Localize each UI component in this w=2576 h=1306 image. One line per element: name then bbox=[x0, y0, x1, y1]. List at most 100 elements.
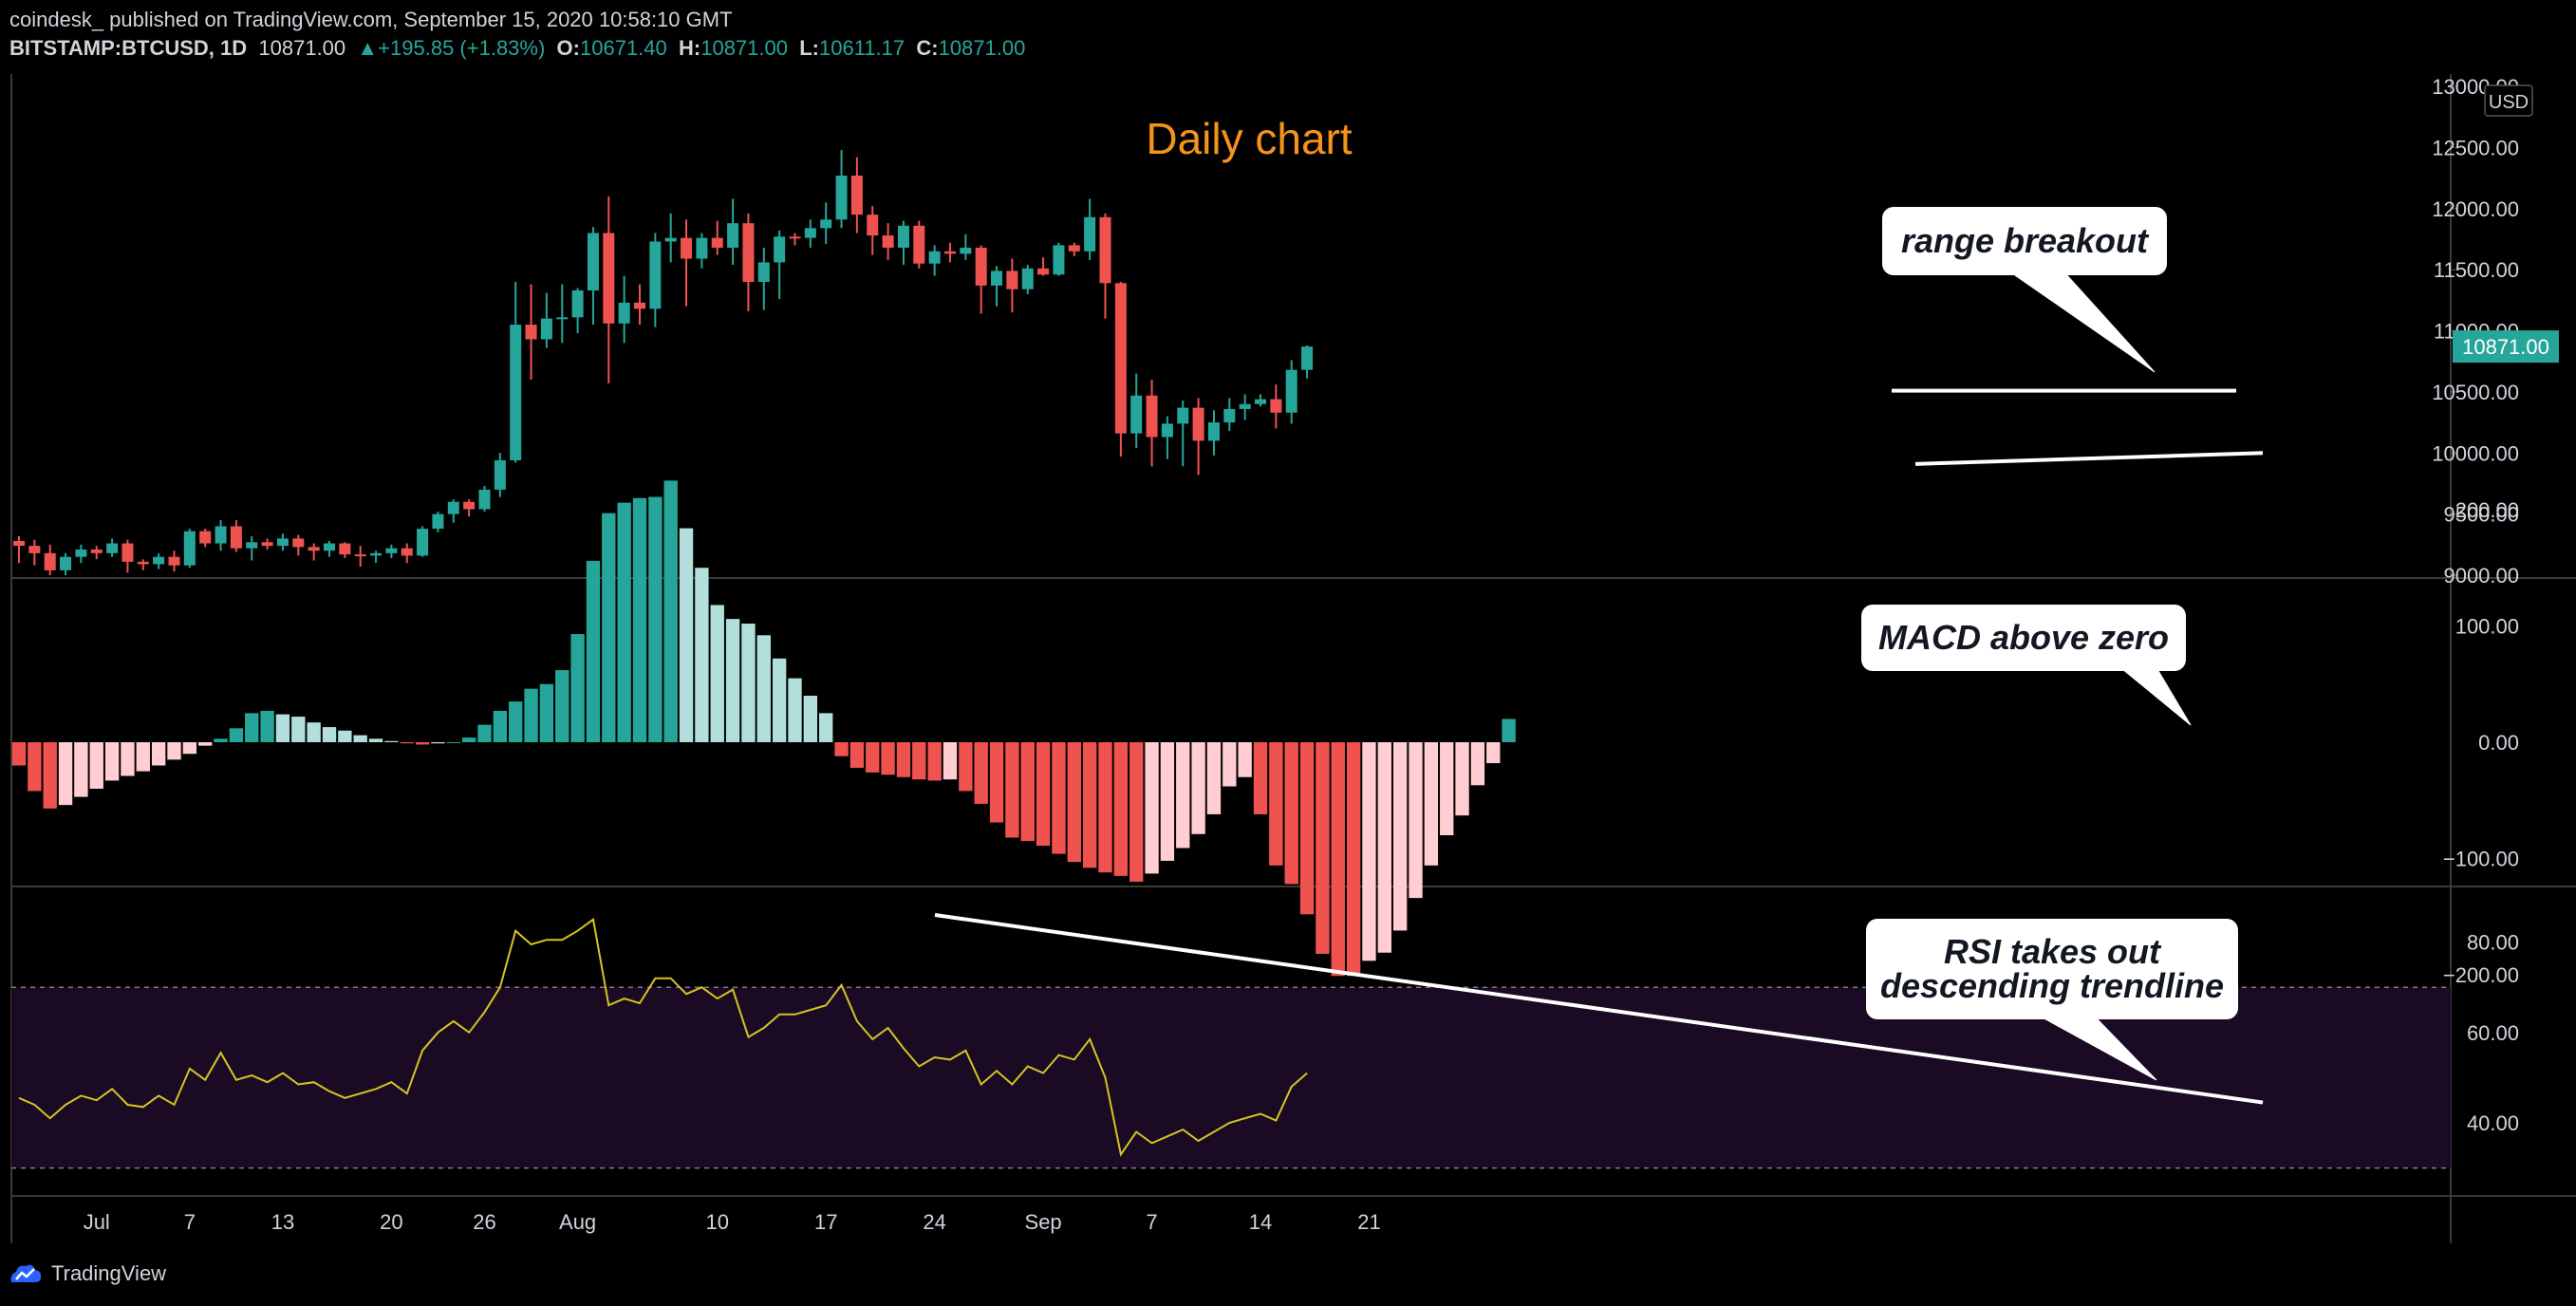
candle-body bbox=[106, 543, 119, 553]
candle-body bbox=[742, 223, 755, 282]
candle-body bbox=[1255, 399, 1266, 404]
candle-body bbox=[587, 233, 599, 291]
candle-body bbox=[230, 526, 242, 549]
candle-body bbox=[494, 459, 506, 490]
candle-body bbox=[401, 548, 413, 556]
macd-bar bbox=[803, 696, 818, 742]
macd-bar bbox=[353, 735, 367, 742]
time-tick-label: 20 bbox=[380, 1210, 402, 1234]
macd-tick-label: 0.00 bbox=[2478, 731, 2519, 755]
symbol-label[interactable]: BITSTAMP:BTCUSD, 1D bbox=[9, 36, 248, 60]
candle-body bbox=[1301, 346, 1314, 370]
macd-bar bbox=[368, 738, 383, 742]
macd-bar bbox=[167, 742, 181, 760]
candle-body bbox=[556, 317, 569, 320]
price-axis[interactable]: 13000.0012500.0012000.0011500.0011000.00… bbox=[2432, 75, 2559, 1135]
candle-body bbox=[1161, 423, 1173, 438]
rsi-callout-text: RSI takes out bbox=[1944, 932, 2162, 971]
candle-body bbox=[1207, 422, 1220, 441]
high-value: 10871.00 bbox=[700, 36, 788, 60]
candle-body bbox=[711, 237, 723, 248]
macd-bar bbox=[1486, 742, 1501, 764]
macd-bar bbox=[307, 722, 321, 742]
last-price-label: 10871.00 bbox=[2462, 335, 2549, 359]
rsi-callout-text: descending trendline bbox=[1880, 966, 2224, 1005]
time-tick-label: 10 bbox=[706, 1210, 729, 1234]
candle-body bbox=[153, 556, 165, 565]
macd-bar bbox=[974, 742, 988, 804]
macd-tick-label: −100.00 bbox=[2443, 848, 2519, 871]
macd-bar bbox=[586, 560, 601, 742]
time-tick-label: Aug bbox=[559, 1210, 596, 1234]
candle-body bbox=[292, 538, 305, 548]
macd-bar bbox=[555, 670, 569, 742]
candle-body bbox=[1053, 245, 1065, 275]
macd-bar bbox=[1052, 742, 1066, 854]
price-pane[interactable]: Daily chart bbox=[13, 114, 2264, 575]
candle-body bbox=[183, 531, 196, 566]
candle-body bbox=[789, 236, 801, 239]
candle-body bbox=[1114, 283, 1127, 434]
annotations: range breakout MACD above zero RSI takes o… bbox=[1861, 207, 2238, 1081]
macd-tick-label: 100.00 bbox=[2455, 615, 2519, 639]
macd-bar bbox=[89, 742, 103, 789]
candle-body bbox=[60, 556, 72, 570]
candle-body bbox=[478, 489, 491, 510]
ohlc-legend: BITSTAMP:BTCUSD, 1D 10871.00 ▲+195.85 (+… bbox=[9, 34, 1025, 63]
candle-body bbox=[324, 543, 335, 551]
candle-body bbox=[1223, 408, 1236, 423]
macd-bar bbox=[1206, 742, 1222, 814]
macd-bar bbox=[509, 701, 523, 742]
candle-body bbox=[664, 237, 677, 242]
macd-bar bbox=[400, 742, 414, 744]
candle-body bbox=[540, 318, 552, 340]
candle-body bbox=[681, 237, 693, 259]
candle-body bbox=[308, 547, 320, 551]
macd-bar bbox=[446, 742, 460, 743]
macd-bar bbox=[866, 742, 880, 773]
time-tick-label: Sep bbox=[1025, 1210, 1062, 1234]
candle-body bbox=[75, 549, 87, 557]
candle-body bbox=[804, 228, 816, 238]
macd-bar bbox=[788, 678, 802, 742]
rsi-callout-box bbox=[1866, 919, 2238, 1019]
macd-bar bbox=[912, 742, 926, 780]
candle-body bbox=[774, 236, 786, 263]
candle-body bbox=[928, 251, 941, 264]
candle-body bbox=[1084, 216, 1096, 252]
macd-bar bbox=[1284, 742, 1298, 885]
time-axis[interactable]: Jul 7 13 20 26 Aug 10 17 24 Sep 7 14 21 bbox=[84, 1210, 1381, 1234]
candle-body bbox=[339, 543, 351, 555]
macd-bar bbox=[1392, 742, 1408, 931]
candle-body bbox=[463, 501, 476, 510]
candle-body bbox=[13, 540, 25, 547]
candle-body bbox=[867, 215, 879, 236]
time-tick-label: 14 bbox=[1249, 1210, 1272, 1234]
price-tick-label: 9500.00 bbox=[2443, 503, 2519, 527]
macd-bar bbox=[43, 742, 57, 809]
macd-bar bbox=[28, 742, 42, 792]
macd-bar bbox=[1223, 742, 1237, 787]
macd-bar bbox=[1098, 742, 1112, 873]
time-tick-label: 7 bbox=[184, 1210, 196, 1234]
macd-bar bbox=[1176, 742, 1190, 849]
candle-body bbox=[1130, 395, 1143, 434]
change-up-icon: ▲ bbox=[357, 36, 379, 60]
macd-callout-box bbox=[1861, 605, 2186, 671]
macd-bar bbox=[338, 730, 352, 742]
tradingview-footer[interactable]: TradingView bbox=[8, 1255, 166, 1293]
candle-body bbox=[90, 549, 103, 553]
candle-body bbox=[882, 235, 894, 248]
macd-bar bbox=[275, 714, 290, 742]
price-tick-label: 10000.00 bbox=[2432, 441, 2519, 465]
last-price-badge bbox=[2453, 330, 2559, 364]
macd-pane[interactable] bbox=[11, 480, 1516, 977]
macd-bar bbox=[1145, 742, 1159, 874]
macd-bar bbox=[1113, 742, 1129, 876]
candle-body bbox=[1099, 216, 1111, 284]
macd-bar bbox=[1346, 742, 1361, 977]
currency-label: USD bbox=[2489, 92, 2529, 113]
macd-bar bbox=[756, 635, 771, 742]
chart-header: coindesk_ published on TradingView.com, … bbox=[9, 6, 1025, 68]
